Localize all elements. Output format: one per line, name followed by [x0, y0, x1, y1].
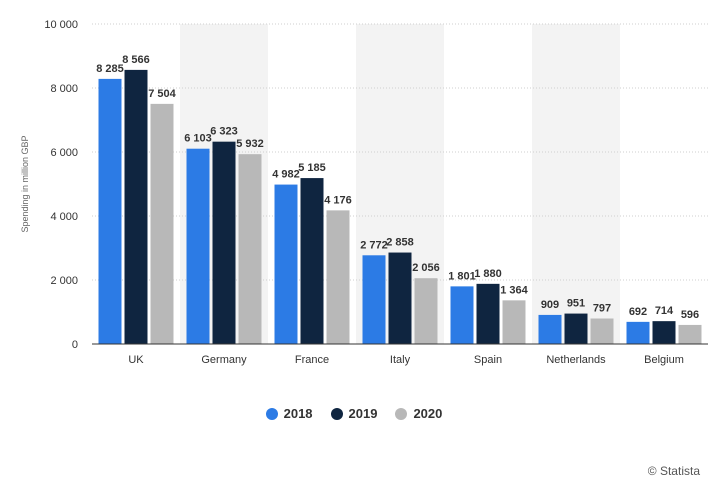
bar-netherlands-2020: [590, 318, 614, 344]
legend-marker-2019: [330, 407, 343, 420]
bar-uk-2018: [98, 78, 122, 344]
bar-germany-2018: [186, 148, 210, 344]
data-label: 1 880: [474, 268, 502, 280]
legend-label-2018: 2018: [283, 406, 313, 421]
x-tick-label: Spain: [474, 354, 502, 366]
data-label: 2 772: [360, 239, 388, 251]
x-tick-label: France: [295, 354, 329, 366]
legend-marker-2020: [395, 407, 408, 420]
bar-germany-2019: [212, 141, 236, 344]
bar-france-2019: [300, 178, 324, 344]
data-label: 4 982: [272, 169, 300, 181]
data-label: 1 364: [500, 284, 528, 296]
data-label: 1 801: [448, 270, 476, 282]
bar-uk-2020: [150, 103, 174, 344]
band-netherlands: [532, 24, 620, 344]
bar-italy-2018: [362, 255, 386, 344]
bar-germany-2020: [238, 154, 262, 344]
x-tick-label: Italy: [390, 354, 411, 366]
data-label: 692: [629, 306, 647, 318]
data-label: 8 285: [96, 63, 124, 75]
data-label: 596: [681, 309, 699, 321]
bar-france-2018: [274, 184, 298, 344]
bar-netherlands-2018: [538, 314, 562, 344]
legend-label-2020: 2020: [413, 406, 443, 421]
data-label: 6 323: [210, 126, 238, 138]
bar-spain-2018: [450, 286, 474, 344]
legend-marker-2018: [265, 407, 278, 420]
data-label: 8 566: [122, 54, 150, 66]
data-label: 2 056: [412, 262, 440, 274]
y-tick-label: 0: [72, 339, 78, 351]
legend-item-2019[interactable]: 2019: [330, 406, 378, 421]
data-label: 909: [541, 299, 559, 311]
bar-netherlands-2019: [564, 313, 588, 344]
legend-item-2018[interactable]: 2018: [265, 406, 313, 421]
bar-belgium-2020: [678, 324, 702, 344]
legend: 2018 2019 2020: [0, 406, 708, 421]
x-tick-label: Germany: [201, 354, 247, 366]
statista-credit[interactable]: © Statista: [647, 464, 700, 478]
bar-italy-2020: [414, 278, 438, 344]
bar-france-2020: [326, 210, 350, 344]
data-label: 4 176: [324, 194, 352, 206]
legend-item-2020[interactable]: 2020: [395, 406, 442, 421]
bar-spain-2020: [502, 300, 526, 344]
x-tick-label: Belgium: [644, 354, 684, 366]
y-tick-label: 6 000: [50, 147, 78, 159]
x-tick-label: UK: [128, 354, 144, 366]
data-label: 6 103: [184, 133, 212, 145]
data-label: 714: [655, 305, 674, 317]
y-tick-label: 10 000: [44, 19, 78, 31]
data-label: 5 185: [298, 162, 326, 174]
data-label: 2 858: [386, 237, 414, 249]
y-axis-label: Spending in million GBP: [20, 135, 30, 232]
data-label: 797: [593, 302, 611, 314]
y-tick-label: 2 000: [50, 275, 78, 287]
bar-uk-2019: [124, 69, 148, 344]
bar-spain-2019: [476, 283, 500, 344]
bar-belgium-2018: [626, 321, 650, 344]
data-label: 5 932: [236, 138, 264, 150]
legend-label-2019: 2019: [348, 406, 378, 421]
data-label: 7 504: [148, 88, 176, 100]
bar-belgium-2019: [652, 321, 676, 344]
data-label: 951: [567, 298, 585, 310]
y-tick-label: 4 000: [50, 211, 78, 223]
bar-italy-2019: [388, 252, 412, 344]
y-tick-label: 8 000: [50, 83, 78, 95]
x-tick-label: Netherlands: [546, 354, 606, 366]
